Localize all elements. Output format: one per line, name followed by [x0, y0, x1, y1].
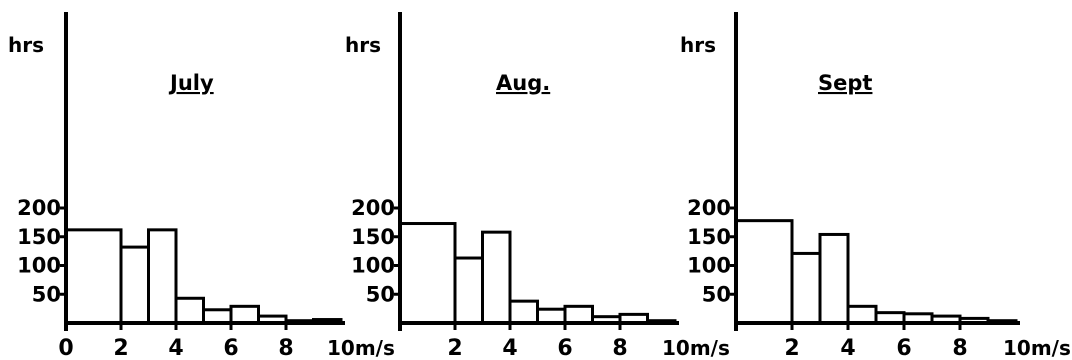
bar-2-3 [453, 256, 484, 325]
x-tick-label: 0 [58, 336, 73, 360]
x-tick-label: 6 [223, 336, 238, 360]
bar-4-5 [508, 299, 539, 325]
bar-2-3 [119, 245, 150, 325]
y-axis-unit-label: hrs [345, 33, 381, 57]
x-tick-label: 2 [784, 336, 799, 360]
bar-3-4 [818, 232, 850, 325]
y-tick-label: 100 [17, 254, 61, 278]
x-tick-label: 6 [896, 336, 911, 360]
x-axis-unit-label: 10m/s [327, 336, 395, 360]
y-tick-label: 150 [351, 225, 395, 249]
bar-0-2 [398, 222, 457, 325]
x-tick-label: 4 [840, 336, 855, 360]
bar-3-4 [481, 230, 512, 325]
bar-4-5 [846, 304, 878, 325]
y-tick-label: 200 [351, 196, 395, 220]
bar-3-4 [147, 228, 178, 325]
x-tick-label: 8 [952, 336, 967, 360]
y-tick-label: 100 [687, 254, 731, 278]
chart-title: Sept [818, 71, 872, 95]
y-tick-label: 50 [702, 282, 731, 306]
bar-4-5 [174, 296, 205, 325]
bar-0-2 [64, 228, 123, 325]
y-tick-label: 150 [687, 225, 731, 249]
bar-6-7 [229, 304, 260, 325]
bar-5-6 [536, 307, 567, 325]
y-tick-label: 50 [32, 282, 61, 306]
x-tick-label: 2 [113, 336, 128, 360]
x-axis-unit-label: 10m/s [662, 336, 730, 360]
panel-july: hrs July 10m/s 50 100 150 200 0 2 4 6 8 [8, 12, 395, 360]
y-tick-label: 100 [351, 254, 395, 278]
chart-title: Aug. [496, 71, 550, 95]
x-axis-unit-label: 10m/s [1003, 336, 1071, 360]
panel-aug: hrs Aug. 10m/s 50 100 150 200 2 4 6 8 [345, 12, 730, 360]
y-tick-label: 150 [17, 225, 61, 249]
bar-0-2 [734, 219, 794, 325]
x-tick-label: 4 [168, 336, 183, 360]
x-tick-label: 2 [447, 336, 462, 360]
x-tick-label: 8 [278, 336, 293, 360]
y-tick-label: 200 [17, 196, 61, 220]
x-tick-label: 8 [612, 336, 627, 360]
y-tick-label: 50 [366, 282, 395, 306]
bar-6-7 [563, 304, 594, 325]
y-axis-unit-label: hrs [8, 33, 44, 57]
panel-sept: hrs Sept 10m/s 50 100 150 200 2 4 6 8 [680, 12, 1071, 360]
x-tick-label: 6 [557, 336, 572, 360]
y-tick-label: 200 [687, 196, 731, 220]
x-tick-label: 4 [502, 336, 517, 360]
y-axis-unit-label: hrs [680, 33, 716, 57]
chart-title: July [168, 71, 214, 95]
bar-2-3 [790, 251, 822, 325]
